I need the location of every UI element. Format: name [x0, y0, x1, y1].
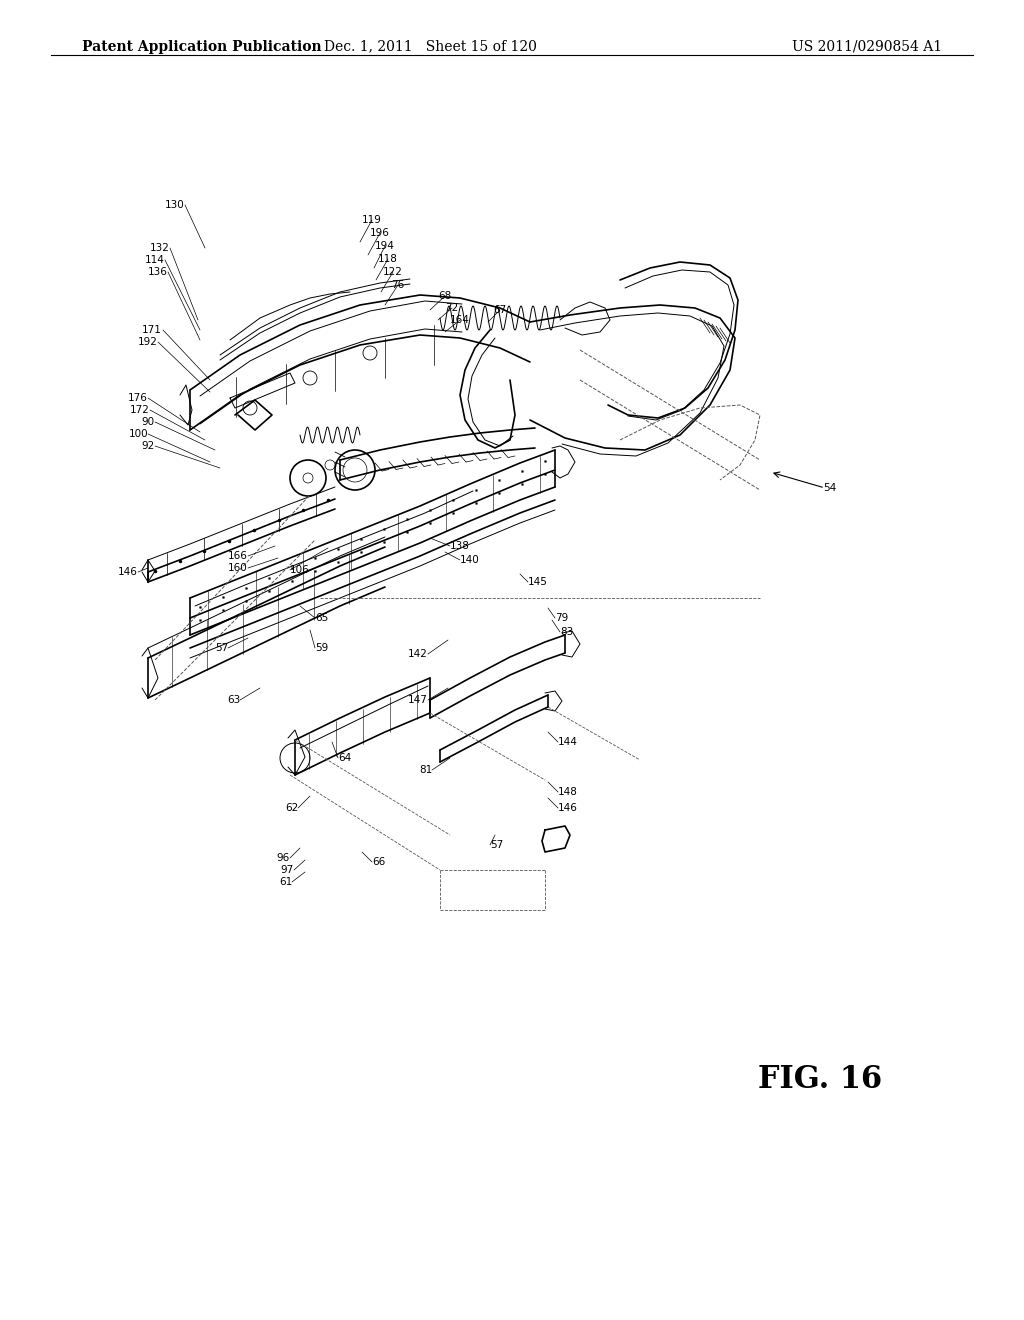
Text: 61: 61 — [279, 876, 292, 887]
Text: 160: 160 — [228, 564, 248, 573]
Text: 54: 54 — [823, 483, 837, 492]
Text: 122: 122 — [383, 267, 402, 277]
Text: 130: 130 — [165, 201, 185, 210]
Text: 83: 83 — [560, 627, 573, 638]
Text: 92: 92 — [141, 441, 155, 451]
Text: 79: 79 — [555, 612, 568, 623]
Text: 100: 100 — [128, 429, 148, 440]
Text: 76: 76 — [391, 280, 404, 290]
Text: 66: 66 — [372, 857, 385, 867]
Text: 142: 142 — [409, 649, 428, 659]
Text: 164: 164 — [451, 315, 470, 325]
Text: 96: 96 — [276, 853, 290, 863]
Text: 144: 144 — [558, 737, 578, 747]
Text: 65: 65 — [315, 612, 329, 623]
Text: 68: 68 — [438, 290, 452, 301]
Text: 166: 166 — [228, 550, 248, 561]
Text: 63: 63 — [226, 696, 240, 705]
Text: 172: 172 — [130, 405, 150, 414]
Text: 118: 118 — [378, 253, 398, 264]
Text: FIG. 16: FIG. 16 — [758, 1064, 882, 1096]
Text: 140: 140 — [460, 554, 480, 565]
Text: 136: 136 — [148, 267, 168, 277]
Text: 148: 148 — [558, 787, 578, 797]
Text: 81: 81 — [419, 766, 432, 775]
Text: 62: 62 — [285, 803, 298, 813]
Text: 176: 176 — [128, 393, 148, 403]
Text: 59: 59 — [315, 643, 329, 653]
Text: 106: 106 — [290, 565, 309, 576]
Text: 90: 90 — [142, 417, 155, 426]
Text: 146: 146 — [118, 568, 138, 577]
Text: 196: 196 — [370, 228, 390, 238]
Text: 192: 192 — [138, 337, 158, 347]
Text: 64: 64 — [338, 752, 351, 763]
Text: 147: 147 — [409, 696, 428, 705]
Text: 119: 119 — [362, 215, 382, 224]
Text: 114: 114 — [145, 255, 165, 265]
Text: 138: 138 — [450, 541, 470, 550]
Text: US 2011/0290854 A1: US 2011/0290854 A1 — [792, 40, 942, 54]
Text: 146: 146 — [558, 803, 578, 813]
Text: 97: 97 — [281, 865, 294, 875]
Text: 72: 72 — [445, 304, 459, 313]
Text: 194: 194 — [375, 242, 395, 251]
Text: 57: 57 — [490, 840, 503, 850]
Text: 132: 132 — [151, 243, 170, 253]
Text: Patent Application Publication: Patent Application Publication — [82, 40, 322, 54]
Text: Dec. 1, 2011   Sheet 15 of 120: Dec. 1, 2011 Sheet 15 of 120 — [324, 40, 537, 54]
Text: 67: 67 — [494, 305, 507, 315]
Text: 171: 171 — [142, 325, 162, 335]
Text: 57: 57 — [215, 643, 228, 653]
Text: 145: 145 — [528, 577, 548, 587]
